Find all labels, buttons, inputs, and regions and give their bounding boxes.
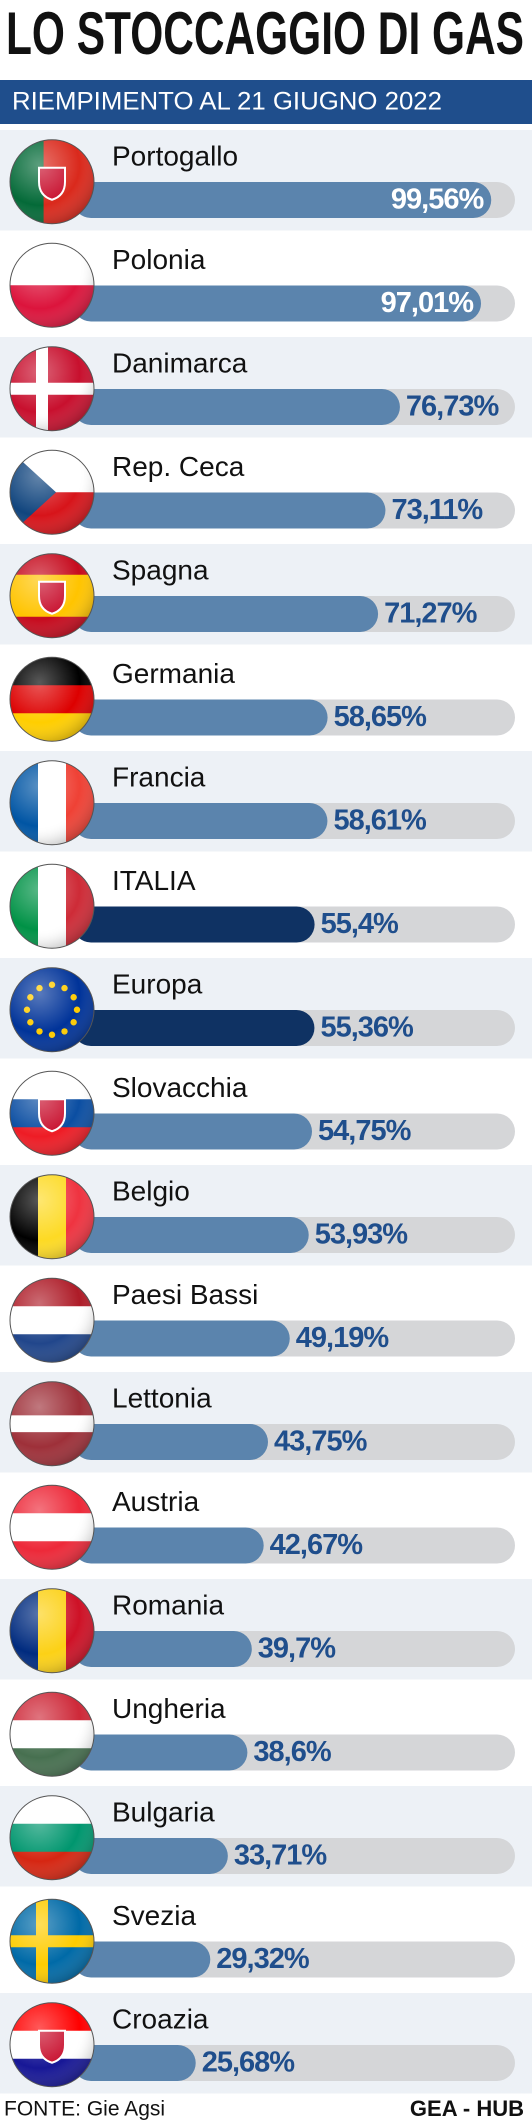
- category-label: Europa: [112, 968, 203, 999]
- flag-shade: [9, 346, 95, 432]
- flag-shade: [9, 1381, 95, 1467]
- category-label: ITALIA: [112, 865, 196, 896]
- bar: [73, 389, 400, 425]
- bar: [73, 1113, 312, 1150]
- value-label: 58,65%: [334, 701, 428, 733]
- bar: [73, 1631, 252, 1667]
- bar: [73, 1941, 211, 1978]
- category-label: Austria: [112, 1486, 200, 1517]
- bar: [73, 699, 328, 736]
- value-label: 54,75%: [318, 1115, 412, 1147]
- flag-shade: [9, 656, 95, 742]
- bar: [73, 2045, 196, 2081]
- value-label: 58,61%: [333, 805, 427, 837]
- category-label: Belgio: [112, 1175, 190, 1206]
- flag-shade: [9, 1588, 95, 1674]
- value-label: 55,4%: [321, 908, 399, 940]
- category-label: Bulgaria: [112, 1796, 215, 1827]
- flag-shade: [9, 1484, 95, 1570]
- bar: [73, 1424, 268, 1460]
- value-label: 99,56%: [391, 184, 485, 216]
- flag-shade: [9, 1898, 95, 1984]
- bar: [73, 1838, 228, 1874]
- bar-track: [93, 2045, 515, 2081]
- flag-shade: [9, 449, 95, 535]
- flag-shade: [9, 1070, 95, 1156]
- bar: [73, 596, 379, 632]
- bar: [73, 1217, 309, 1253]
- credit: GEA - HUB: [410, 2096, 524, 2121]
- bar: [73, 492, 386, 529]
- category-label: Paesi Bassi: [112, 1279, 258, 1310]
- category-label: Slovacchia: [112, 1072, 248, 1103]
- category-label: Danimarca: [112, 347, 248, 378]
- category-label: Francia: [112, 761, 206, 792]
- bar: [73, 1320, 290, 1357]
- flag-shade: [9, 1174, 95, 1260]
- value-label: 53,93%: [315, 1219, 409, 1251]
- category-label: Spagna: [112, 554, 209, 585]
- value-label: 76,73%: [406, 391, 500, 423]
- flag-shade: [9, 2002, 95, 2088]
- category-label: Croazia: [112, 2003, 209, 2034]
- value-label: 71,27%: [384, 598, 478, 630]
- flag-shade: [9, 139, 95, 225]
- flag-shade: [9, 1277, 95, 1363]
- category-label: Svezia: [112, 1900, 196, 1931]
- category-label: Polonia: [112, 244, 206, 275]
- value-label: 42,67%: [270, 1529, 364, 1561]
- flag-shade: [9, 1691, 95, 1777]
- bar: [73, 1527, 264, 1564]
- source: FONTE: Gie Agsi: [4, 2098, 165, 2121]
- value-label: 38,6%: [253, 1736, 331, 1768]
- flag-shade: [9, 242, 95, 328]
- bar: [73, 1010, 315, 1046]
- chart-title: LO STOCCAGGIO DI GAS: [6, 0, 524, 67]
- flag-shade: [9, 1795, 95, 1881]
- value-label: 55,36%: [320, 1012, 414, 1044]
- value-label: 97,01%: [381, 287, 475, 319]
- category-label: Lettonia: [112, 1382, 212, 1413]
- value-label: 39,7%: [258, 1633, 336, 1665]
- category-label: Germania: [112, 658, 235, 689]
- bar: [73, 906, 315, 943]
- value-label: 29,32%: [216, 1943, 310, 1975]
- chart-subtitle: RIEMPIMENTO AL 21 GIUGNO 2022: [12, 88, 442, 116]
- flag-shade: [9, 553, 95, 639]
- value-label: 25,68%: [202, 2047, 296, 2079]
- bar: [73, 182, 492, 218]
- category-label: Ungheria: [112, 1693, 226, 1724]
- category-label: Portogallo: [112, 140, 238, 171]
- bar: [73, 803, 328, 839]
- category-label: Rep. Ceca: [112, 451, 245, 482]
- value-label: 73,11%: [391, 494, 483, 526]
- bar: [73, 1734, 248, 1771]
- subtitle-band: [0, 80, 532, 124]
- flag-shade: [9, 863, 95, 949]
- value-label: 43,75%: [274, 1426, 368, 1458]
- flag-shade: [9, 967, 95, 1053]
- value-label: 49,19%: [296, 1322, 390, 1354]
- value-label: 33,71%: [234, 1840, 328, 1872]
- flag-shade: [9, 760, 95, 846]
- bar: [73, 285, 482, 322]
- category-label: Romania: [112, 1589, 224, 1620]
